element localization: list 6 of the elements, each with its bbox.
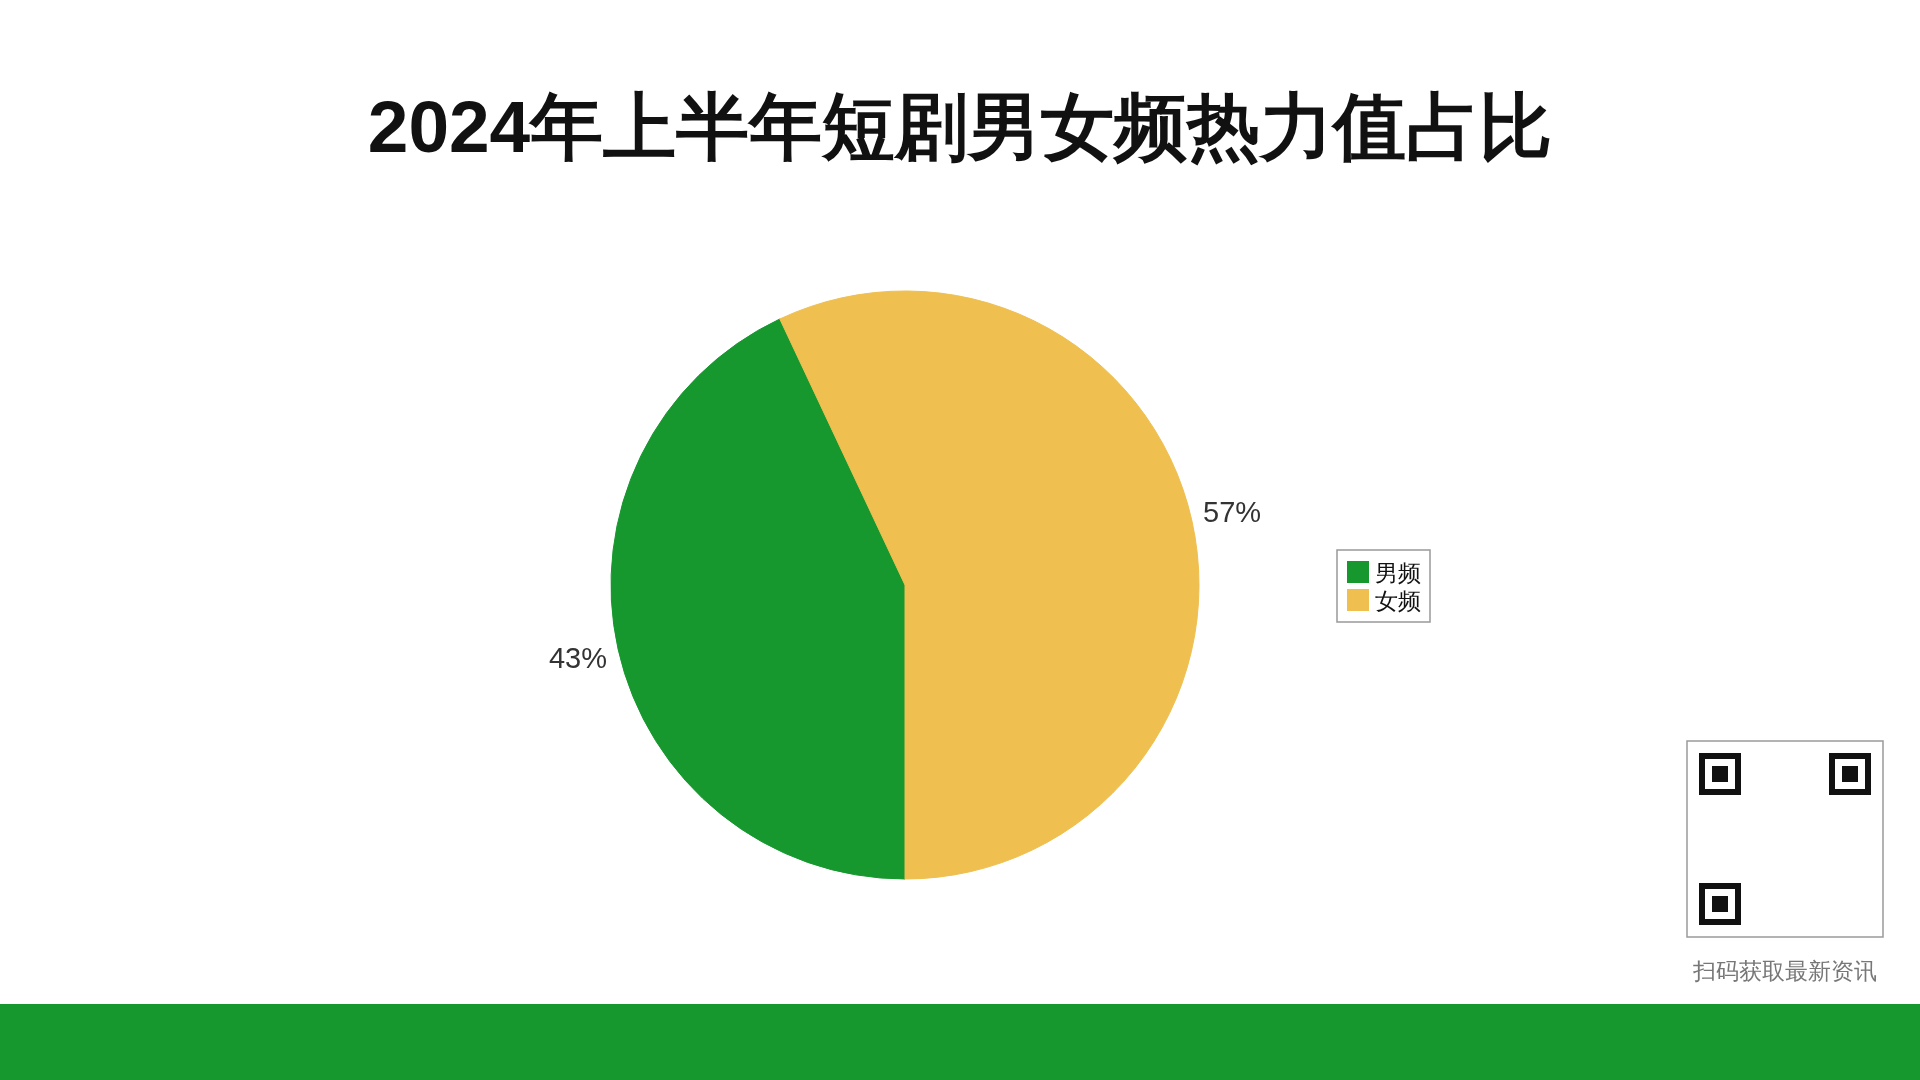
data-label: 43% [548, 642, 607, 675]
data-label: 57% [1203, 495, 1262, 528]
annotation: 扫码获取最新资讯 [1693, 958, 1877, 984]
legend-label: 女频 [1375, 588, 1421, 614]
title: 2024年上半年短剧男女频热力值占比 [367, 86, 1553, 167]
legend-label: 男频 [1375, 560, 1421, 586]
